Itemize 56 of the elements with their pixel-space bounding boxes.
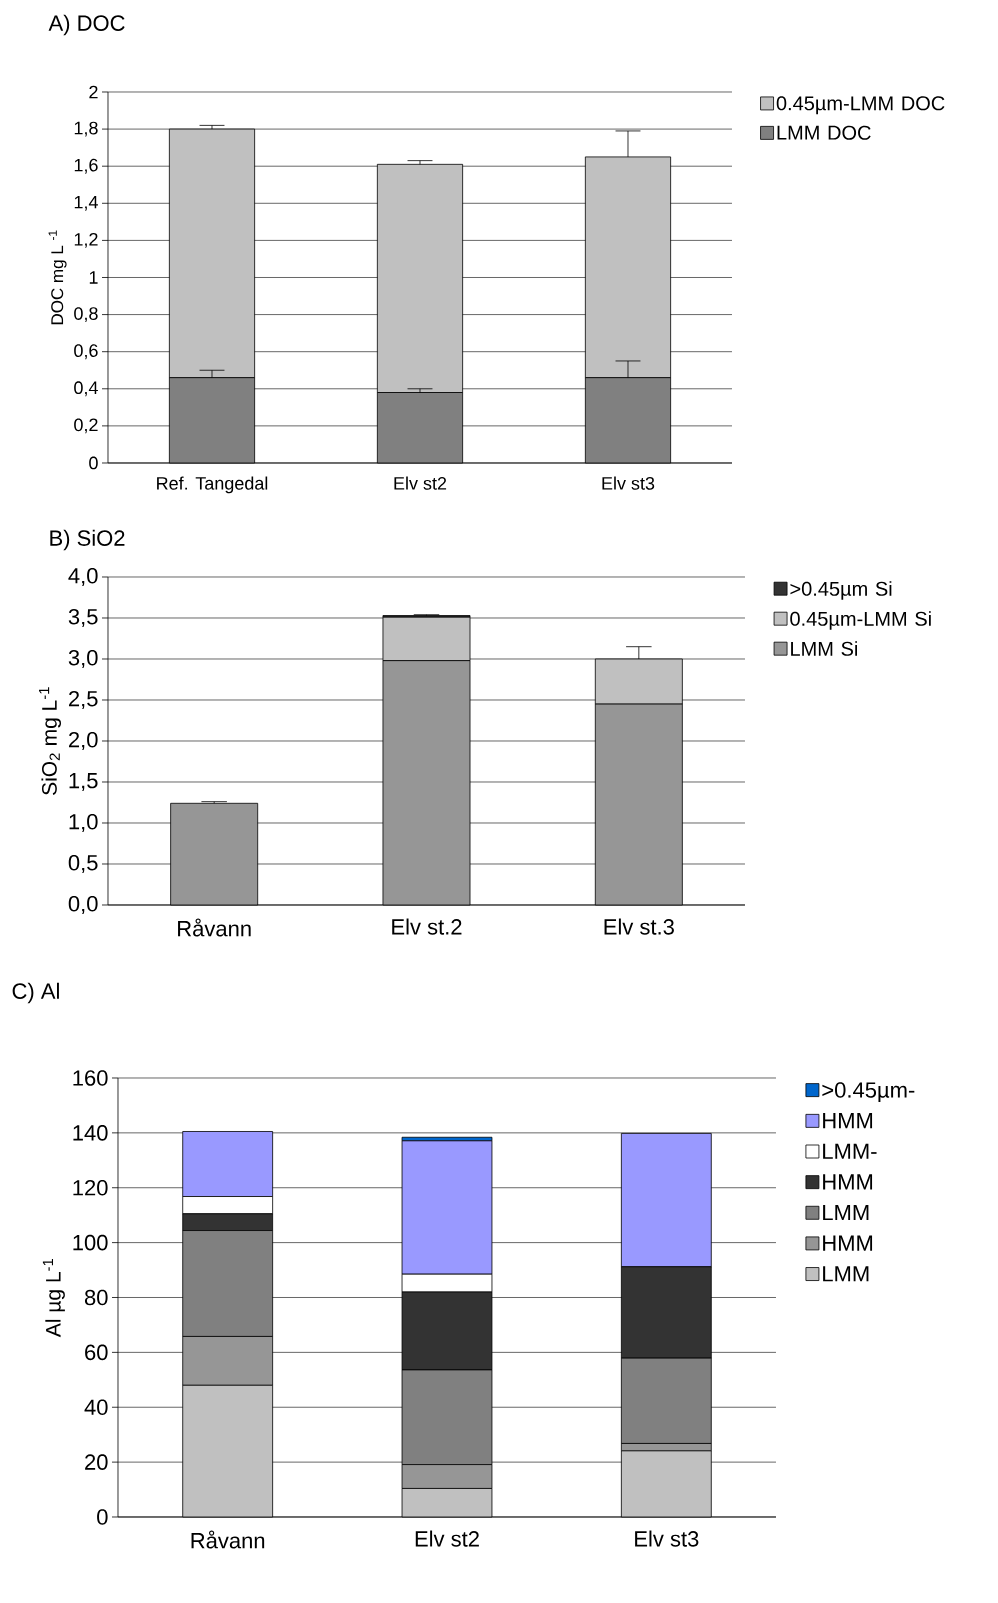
y-tick-label: 0,2 <box>74 418 98 434</box>
y-tick-label: 120 <box>73 1179 108 1196</box>
legend-label: LMM Si <box>791 641 857 656</box>
y-tick-label: 60 <box>85 1344 108 1361</box>
y-tick-label: 4,0 <box>68 567 98 587</box>
y-tick-label: 20 <box>85 1454 108 1470</box>
x-tick-label: Råvann <box>178 918 251 937</box>
x-tick-label: Elv st2 <box>415 1530 479 1547</box>
x-tick-label: Elv st2 <box>394 476 447 490</box>
legend-label: HMM <box>823 1235 873 1251</box>
y-tick-label: 1,4 <box>74 195 98 211</box>
y-tick-label: 80 <box>84 1289 108 1306</box>
y-tick-label: 2 <box>89 85 98 99</box>
y-tick-label: 1,0 <box>69 813 98 833</box>
y-tick-label: 1,5 <box>69 773 98 791</box>
y-axis-title: DOC mg L $^{-1}$ <box>48 230 67 325</box>
y-axis-title: Al µg L$^{-1}$ <box>42 1259 65 1338</box>
y-tick-label: 0,6 <box>74 344 98 360</box>
y-tick-label: 1,2 <box>74 232 98 248</box>
legend-label: HMM <box>823 1174 873 1190</box>
legend-label: >0.45µm- <box>822 1082 915 1103</box>
legend-label: 0.45µm-LMM Si <box>790 611 931 630</box>
x-tick-label: Elv st3 <box>635 1530 699 1547</box>
y-tick-label: 3,0 <box>68 649 98 669</box>
y-tick-label: 160 <box>73 1070 108 1086</box>
y-tick-label: 0,0 <box>68 895 98 915</box>
x-tick-label: Råvann <box>191 1530 265 1549</box>
y-tick-label: 1,6 <box>74 158 98 174</box>
y-tick-label: 1,8 <box>74 121 98 137</box>
x-tick-label: Elv st.2 <box>392 918 462 935</box>
y-tick-label: 100 <box>73 1234 108 1251</box>
legend-label: LMM DOC <box>777 125 871 140</box>
y-tick-label: 40 <box>84 1399 108 1416</box>
y-tick-label: 0,4 <box>74 381 98 397</box>
legend-label: HMM <box>823 1113 873 1129</box>
y-tick-label: 3,5 <box>68 608 98 628</box>
y-tick-label: 2,5 <box>69 690 98 710</box>
chart-title: C) Al <box>12 982 59 1004</box>
legend-label: LMM <box>823 1266 869 1282</box>
legend-label: 0.45µm-LMM DOC <box>776 96 945 115</box>
y-tick-label: 140 <box>73 1125 108 1141</box>
legend-label: >0.45µm Si <box>790 581 892 600</box>
y-tick-label: 0,5 <box>68 854 98 874</box>
legend-label: LMM- <box>823 1143 877 1159</box>
y-axis-title: SiO$_{2}$ mg L$^{-1}$ <box>39 687 62 795</box>
x-tick-label: Elv st.3 <box>604 918 674 935</box>
x-tick-label: Elv st3 <box>602 476 655 490</box>
chart-title: A) DOC <box>48 14 125 36</box>
chart-title: B) SiO2 <box>50 529 125 551</box>
legend-label: LMM <box>823 1204 869 1221</box>
y-tick-label: 0,8 <box>74 307 98 323</box>
y-tick-label: 2,0 <box>69 731 98 751</box>
y-tick-label: 0 <box>89 456 98 470</box>
x-tick-label: Ref. Tangedal <box>157 476 268 494</box>
y-tick-label: 1 <box>89 271 98 284</box>
y-tick-label: 0 <box>97 1509 108 1525</box>
